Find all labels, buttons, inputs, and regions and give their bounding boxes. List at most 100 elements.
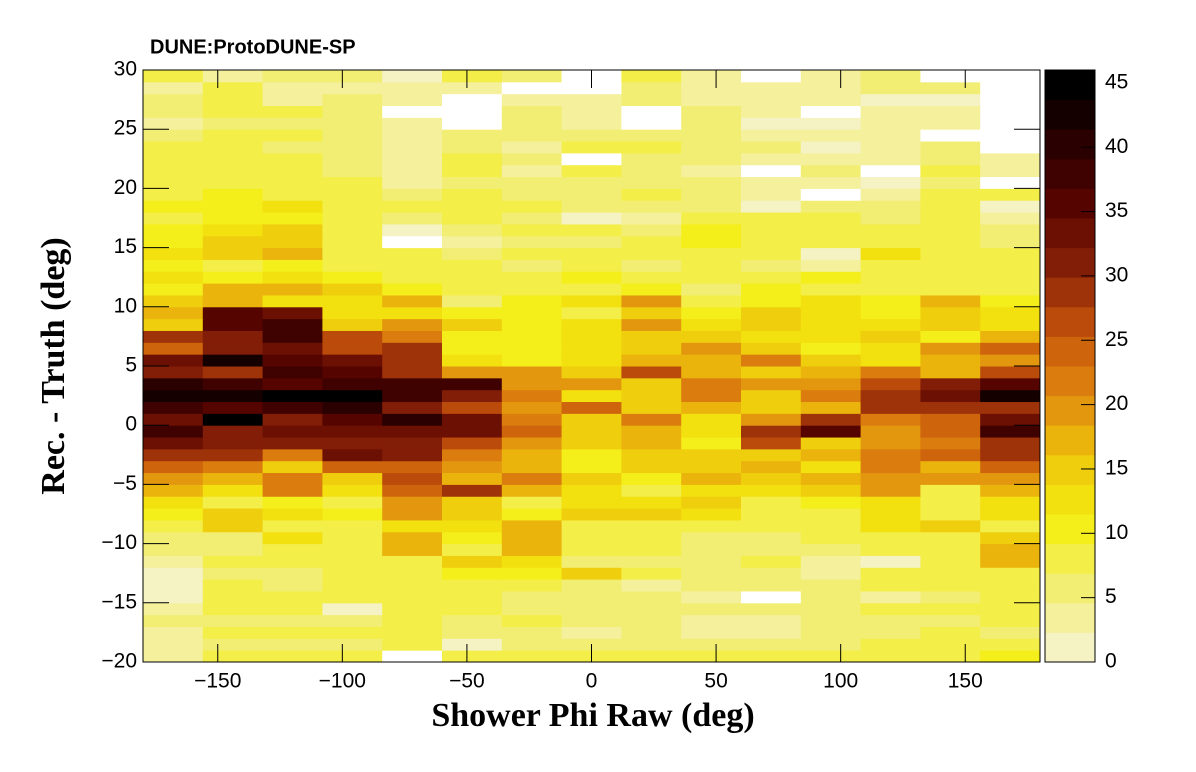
heatmap-cell [800,70,862,83]
heatmap-cell [561,472,622,485]
heatmap-cell [561,401,622,414]
heatmap-cell [681,543,742,556]
heatmap-cell [143,460,204,474]
y-tick-label: 0 [125,413,137,436]
heatmap-cell [621,200,682,213]
heatmap-cell [561,105,622,118]
heatmap-cell [262,306,323,320]
y-tick-label: 25 [114,117,137,140]
heatmap-cell [382,212,443,225]
heatmap-cell [920,626,981,639]
heatmap-cell [262,271,323,284]
heatmap-cell [561,318,622,331]
heatmap-cell [621,342,682,355]
heatmap-cell [143,283,204,296]
heatmap-cell [980,342,1041,355]
heatmap-cell [681,437,742,450]
heatmap-cell [920,188,981,201]
heatmap-cell [561,484,622,497]
heatmap-cell [800,93,862,107]
heatmap-cell [561,626,622,639]
heatmap-cell [262,283,323,296]
heatmap-cell [202,389,264,403]
heatmap-cell [262,460,323,474]
heatmap-cell [741,555,802,568]
heatmap-cell [800,579,862,592]
heatmap-cell [860,330,921,343]
heatmap-cell [800,259,862,272]
heatmap-cell [202,70,264,83]
heatmap-cell [262,93,323,107]
heatmap-cell [322,472,383,485]
heatmap-cell [202,294,264,308]
heatmap-cell [202,366,264,379]
heatmap-cell [800,235,862,249]
heatmap-cell [382,105,443,118]
heatmap-cell [681,425,742,438]
colorbar-band [1045,543,1095,574]
heatmap-cell [920,223,981,237]
heatmap-cell [382,555,443,568]
heatmap-cell [501,318,563,331]
heatmap-cell [860,543,921,556]
heatmap-cell [262,354,323,367]
heatmap-cell [920,460,981,474]
heatmap-cell [860,650,921,663]
heatmap-cell [800,567,862,580]
heatmap-cell [980,223,1041,237]
heatmap-cell [621,81,682,95]
heatmap-cell [143,152,204,166]
heatmap-cell [322,508,383,521]
heatmap-cell [980,306,1041,320]
heatmap-cell [800,519,862,533]
heatmap-cell [860,223,921,237]
heatmap-cell [322,519,383,533]
heatmap-cell [143,81,204,95]
colorbar-band [1045,366,1095,397]
heatmap-cell [561,425,622,438]
heatmap-cell [143,543,204,556]
heatmap-cell [202,496,264,509]
heatmap-cell [741,366,802,379]
heatmap-cell [621,294,682,308]
heatmap-cell [262,579,323,592]
heatmap-cell [920,342,981,355]
heatmap-cell [442,318,503,331]
heatmap-cell [262,164,323,178]
heatmap-cell [501,437,563,450]
y-tick-label: 20 [114,176,137,199]
heatmap-cell [980,413,1041,426]
heatmap-cell [561,377,622,391]
heatmap-cell [860,164,921,178]
colorbar-band [1045,129,1095,160]
heatmap-cell [382,496,443,509]
heatmap-cell [621,579,682,592]
heatmap-cell [501,212,563,225]
heatmap-cell [920,318,981,331]
heatmap-cell [202,129,264,142]
heatmap-cell [322,590,383,604]
heatmap-cell [920,294,981,308]
heatmap-cell [143,626,204,639]
heatmap-cell [980,235,1041,249]
heatmap-cell [501,389,563,403]
heatmap-cell [860,555,921,568]
heatmap-cell [382,579,443,592]
heatmap-cell [322,141,383,154]
heatmap-cell [800,460,862,474]
heatmap-cell [980,614,1041,627]
colorbar-tick-label: 10 [1105,521,1128,544]
heatmap-cell [741,294,802,308]
heatmap-cell [800,425,862,438]
heatmap-cell [143,93,204,107]
heatmap-cell [741,330,802,343]
heatmap-cell [860,81,921,95]
heatmap-cell [382,413,443,426]
heatmap-cell [741,626,802,639]
heatmap-cell [800,188,862,201]
heatmap-cell [202,626,264,639]
heatmap-cell [202,484,264,497]
colorbar-band [1045,514,1095,545]
heatmap-cell [621,472,682,485]
heatmap-cell [621,306,682,320]
